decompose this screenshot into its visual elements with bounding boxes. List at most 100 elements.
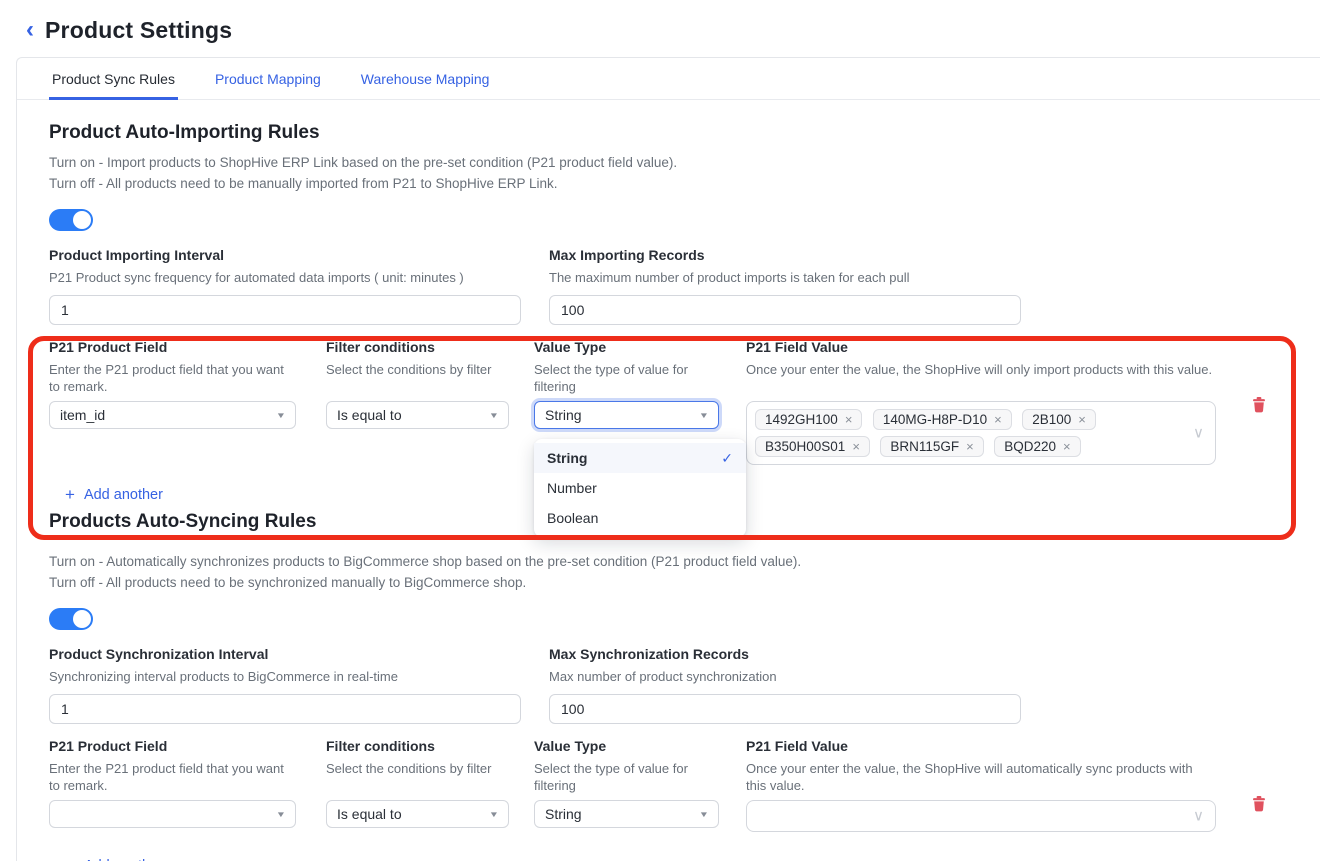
filter-conditions-select[interactable]: Is equal to ▼ — [326, 401, 509, 429]
tab-product-mapping[interactable]: Product Mapping — [214, 71, 321, 87]
p21-field-value-multiselect[interactable]: 1492GH100 × 140MG-H8P-D10 × 2B100 × B3 — [746, 401, 1216, 465]
value-type-value: String — [545, 806, 582, 822]
p21-product-field-desc: Enter the P21 product field that you wan… — [49, 362, 284, 394]
caret-down-icon: ▼ — [698, 809, 710, 819]
toggle-knob — [73, 610, 91, 628]
dropdown-option-number[interactable]: Number — [534, 473, 746, 503]
toggle-knob — [73, 211, 91, 229]
option-label: String — [547, 450, 588, 466]
caret-down-icon: ▼ — [698, 410, 710, 420]
importing-add-another-link[interactable]: + Add another — [65, 485, 163, 505]
importing-rule-row: P21 Product Field Enter the P21 product … — [49, 339, 1288, 537]
max-importing-records-desc: The maximum number of product imports is… — [549, 270, 910, 285]
remove-tag-icon[interactable]: × — [844, 412, 853, 427]
filter-conditions-label: Filter conditions — [326, 738, 435, 754]
value-tag: 1492GH100 × — [755, 409, 863, 430]
auto-syncing-toggle[interactable] — [49, 608, 93, 630]
tab-warehouse-mapping[interactable]: Warehouse Mapping — [360, 71, 490, 87]
sync-interval-desc: Synchronizing interval products to BigCo… — [49, 669, 398, 684]
importing-desc-turn-off: Turn off - All products need to be manua… — [49, 176, 558, 191]
value-type-desc: Select the type of value for filtering — [534, 362, 688, 394]
caret-down-icon: ▼ — [275, 410, 287, 420]
plus-icon: + — [65, 485, 75, 504]
p21-field-value-label: P21 Field Value — [746, 738, 848, 754]
dropdown-option-boolean[interactable]: Boolean — [534, 503, 746, 533]
max-sync-records-input[interactable] — [549, 694, 1021, 724]
max-sync-records-label: Max Synchronization Records — [549, 646, 749, 662]
value-tag: 140MG-H8P-D10 × — [872, 409, 1012, 430]
tag-label: 140MG-H8P-D10 — [882, 412, 988, 427]
p21-product-field-label: P21 Product Field — [49, 339, 168, 355]
remove-tag-icon[interactable]: × — [966, 439, 974, 454]
page-title: Product Settings — [45, 17, 233, 43]
page-header: ‹ Product Settings — [0, 0, 1320, 57]
option-label: Boolean — [547, 510, 599, 526]
max-importing-records-label: Max Importing Records — [549, 247, 705, 263]
chevron-down-icon: ∨ — [1193, 807, 1204, 825]
add-another-label: Add another — [84, 858, 163, 861]
remove-tag-icon[interactable]: × — [994, 412, 1002, 427]
p21-product-field-label: P21 Product Field — [49, 738, 168, 754]
remove-tag-icon[interactable]: × — [1078, 412, 1086, 427]
value-tag: BQD220 × — [994, 436, 1081, 457]
delete-importing-rule-button[interactable] — [1252, 339, 1266, 413]
delete-syncing-rule-button[interactable] — [1252, 738, 1266, 812]
tab-bar: Product Sync Rules Product Mapping Wareh… — [17, 58, 1320, 100]
settings-card: Product Sync Rules Product Mapping Wareh… — [16, 57, 1320, 861]
sync-interval-input[interactable] — [49, 694, 521, 724]
importing-interval-label: Product Importing Interval — [49, 247, 225, 263]
filter-conditions-desc: Select the conditions by filter — [326, 362, 492, 377]
importing-interval-input[interactable] — [49, 295, 521, 325]
syncing-desc-turn-on: Turn on - Automatically synchronizes pro… — [49, 554, 802, 569]
caret-down-icon: ▼ — [275, 809, 287, 819]
p21-field-value-label: P21 Field Value — [746, 339, 848, 355]
chevron-down-icon: ∨ — [1193, 424, 1204, 442]
tag-label: 1492GH100 — [765, 412, 838, 427]
option-label: Number — [547, 480, 597, 496]
p21-product-field-desc: Enter the P21 product field that you wan… — [49, 761, 284, 793]
p21-field-value-multiselect[interactable]: ∨ — [746, 800, 1216, 832]
importing-section-heading: Product Auto-Importing Rules — [49, 122, 320, 143]
trash-icon — [1253, 796, 1265, 812]
tag-label: 2B100 — [1032, 412, 1072, 427]
value-type-value: String — [545, 407, 582, 423]
p21-product-field-select[interactable]: item_id ▼ — [49, 401, 296, 429]
importing-interval-desc: P21 Product sync frequency for automated… — [49, 270, 464, 285]
tag-label: B350H00S01 — [765, 439, 846, 454]
tab-product-sync-rules[interactable]: Product Sync Rules — [49, 58, 178, 100]
filter-conditions-label: Filter conditions — [326, 339, 435, 355]
filter-conditions-value: Is equal to — [337, 407, 402, 423]
auto-importing-toggle[interactable] — [49, 209, 93, 231]
importing-desc-turn-on: Turn on - Import products to ShopHive ER… — [49, 155, 678, 170]
plus-icon: + — [65, 856, 75, 861]
trash-icon — [1253, 397, 1265, 413]
value-type-label: Value Type — [534, 339, 607, 355]
tag-label: BQD220 — [1004, 439, 1056, 454]
filter-conditions-desc: Select the conditions by filter — [326, 761, 492, 776]
add-another-label: Add another — [83, 487, 163, 503]
syncing-rule-row: P21 Product Field Enter the P21 product … — [49, 738, 1288, 832]
back-chevron-icon[interactable]: ‹ — [26, 15, 34, 43]
value-type-dropdown: String ✓ Number Boolean — [534, 439, 746, 537]
remove-tag-icon[interactable]: × — [852, 439, 860, 454]
value-type-label: Value Type — [534, 738, 607, 754]
syncing-section-heading: Products Auto-Syncing Rules — [49, 511, 317, 532]
value-type-select[interactable]: String ▼ — [534, 800, 719, 828]
caret-down-icon: ▼ — [488, 809, 500, 819]
dropdown-option-string[interactable]: String ✓ — [534, 443, 746, 473]
value-tag: 2B100 × — [1022, 409, 1096, 430]
value-type-desc: Select the type of value for filtering — [534, 761, 688, 793]
p21-product-field-select[interactable]: ▼ — [49, 800, 296, 828]
syncing-desc-turn-off: Turn off - All products need to be synch… — [49, 575, 527, 590]
max-importing-records-input[interactable] — [549, 295, 1021, 325]
p21-field-value-desc: Once your enter the value, the ShopHive … — [746, 362, 1213, 377]
value-tag: BRN115GF × — [880, 436, 984, 457]
filter-conditions-value: Is equal to — [337, 806, 402, 822]
check-icon: ✓ — [721, 449, 733, 466]
caret-down-icon: ▼ — [488, 410, 500, 420]
remove-tag-icon[interactable]: × — [1062, 439, 1071, 454]
value-type-select[interactable]: String ▼ — [534, 401, 719, 429]
syncing-add-another-link[interactable]: + Add another — [65, 856, 163, 861]
filter-conditions-select[interactable]: Is equal to ▼ — [326, 800, 509, 828]
